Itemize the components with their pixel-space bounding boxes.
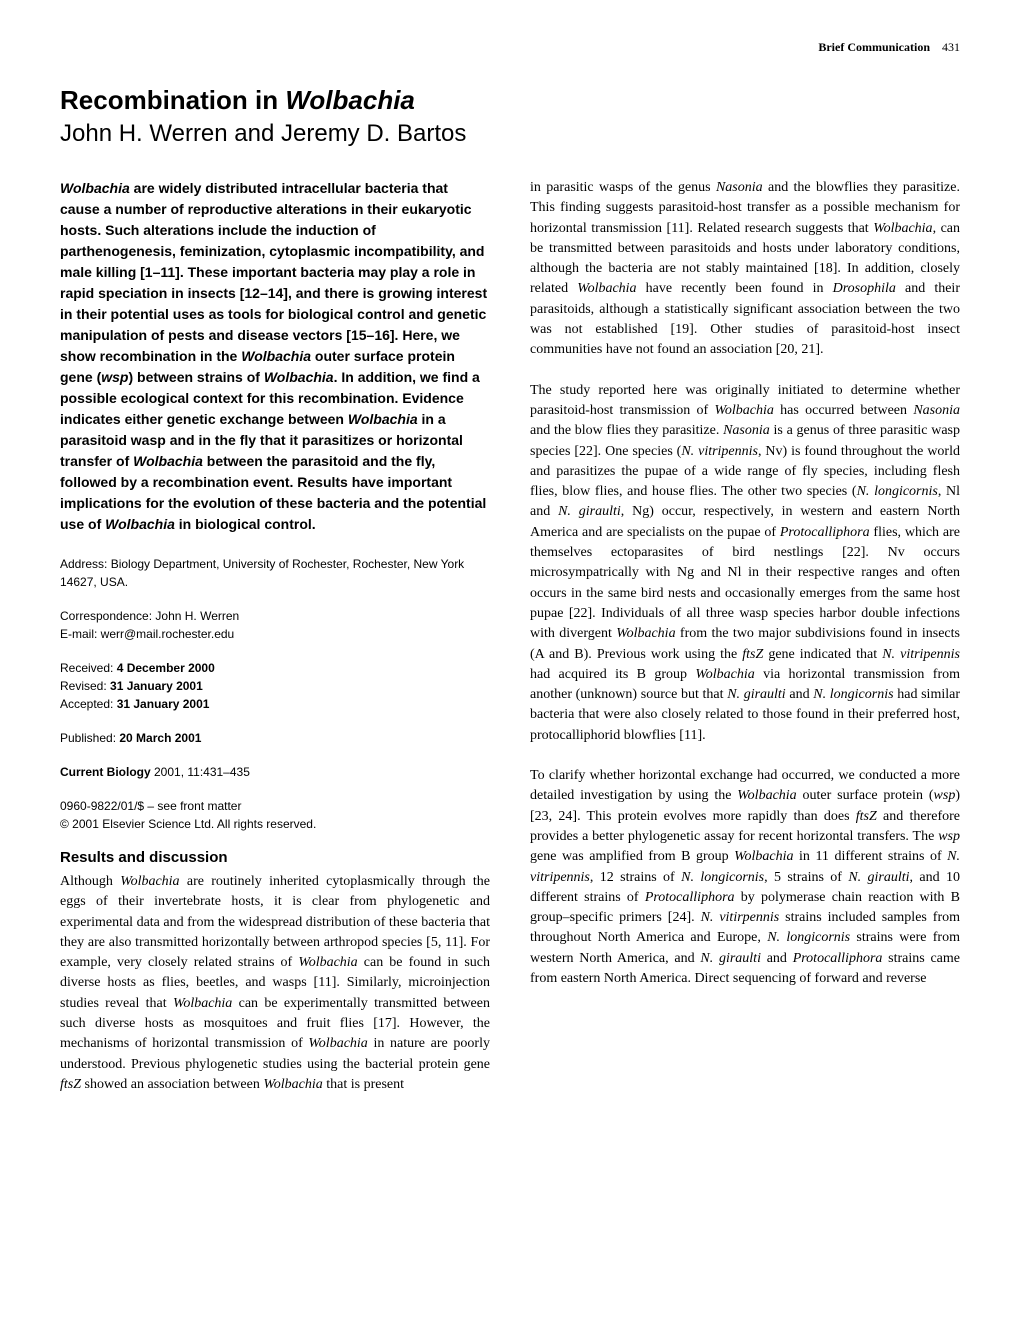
dates-block: Received: 4 December 2000 Revised: 31 Ja… <box>60 659 490 713</box>
journal-block: Current Biology 2001, 11:431–435 <box>60 763 490 781</box>
correspondence-block: Correspondence: John H. Werren E-mail: w… <box>60 607 490 643</box>
authors: John H. Werren and Jeremy D. Bartos <box>60 120 960 148</box>
body-paragraph-right-1: in parasitic wasps of the genus Nasonia … <box>530 178 960 361</box>
section-label: Brief Communication <box>818 40 930 54</box>
body-paragraph-left: Although Wolbachia are routinely inherit… <box>60 872 490 1095</box>
correspondence-email: E-mail: werr@mail.rochester.edu <box>60 625 490 643</box>
revised-line: Revised: 31 January 2001 <box>60 677 490 695</box>
accepted-line: Accepted: 31 January 2001 <box>60 695 490 713</box>
abstract: Wolbachia are widely distributed intrace… <box>60 178 490 535</box>
article-title: Recombination in Wolbachia <box>60 85 960 116</box>
section-heading: Results and discussion <box>60 849 490 866</box>
content-columns: Wolbachia are widely distributed intrace… <box>60 178 960 1115</box>
issn-block: 0960-9822/01/$ – see front matter © 2001… <box>60 797 490 833</box>
address-block: Address: Biology Department, University … <box>60 555 490 591</box>
body-paragraph-right-2: The study reported here was originally i… <box>530 381 960 746</box>
page-number <box>933 40 942 54</box>
left-column: Wolbachia are widely distributed intrace… <box>60 178 490 1115</box>
published-block: Published: 20 March 2001 <box>60 729 490 747</box>
received-line: Received: 4 December 2000 <box>60 659 490 677</box>
correspondence-name: Correspondence: John H. Werren <box>60 607 490 625</box>
page-header: Brief Communication 431 <box>60 40 960 55</box>
body-paragraph-right-3: To clarify whether horizontal exchange h… <box>530 766 960 989</box>
right-column: in parasitic wasps of the genus Nasonia … <box>530 178 960 1115</box>
